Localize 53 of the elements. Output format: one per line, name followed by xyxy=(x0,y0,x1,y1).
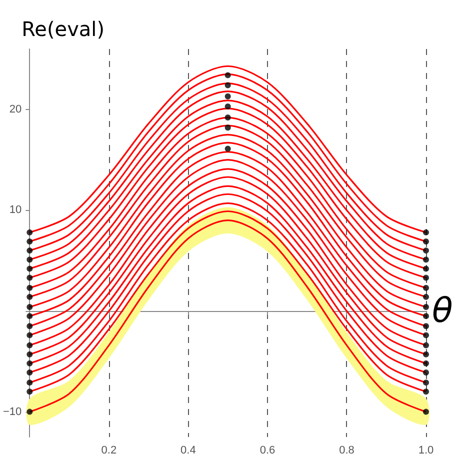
point xyxy=(423,229,429,236)
point xyxy=(423,284,429,291)
point xyxy=(26,274,33,281)
point xyxy=(423,408,429,415)
point xyxy=(224,72,231,78)
point xyxy=(26,408,33,415)
point xyxy=(26,248,33,254)
point xyxy=(26,342,33,348)
point xyxy=(26,388,33,395)
point xyxy=(423,360,429,366)
point xyxy=(26,360,33,366)
point xyxy=(224,124,231,131)
point xyxy=(423,248,429,254)
point xyxy=(423,351,429,358)
point xyxy=(423,388,429,395)
point xyxy=(423,323,429,330)
x-tick-label: 0.6 xyxy=(260,444,276,456)
point xyxy=(26,229,33,236)
x-tick-label: 0.4 xyxy=(180,444,196,456)
point xyxy=(423,304,429,310)
x-tick-label: 0.8 xyxy=(339,444,354,456)
point xyxy=(423,313,429,320)
point xyxy=(26,380,33,386)
point xyxy=(224,146,231,152)
point xyxy=(423,342,429,348)
y-tick-label: 10 xyxy=(9,204,22,216)
point xyxy=(423,274,429,281)
point xyxy=(423,380,429,386)
point xyxy=(224,93,231,100)
point xyxy=(26,370,33,376)
point xyxy=(423,266,429,272)
point xyxy=(423,294,429,300)
point xyxy=(224,114,231,121)
point xyxy=(423,370,429,376)
point xyxy=(26,332,33,338)
point xyxy=(26,238,33,244)
point xyxy=(423,256,429,263)
point xyxy=(224,103,231,110)
x-tick-label: 1.0 xyxy=(418,444,434,456)
y-tick-label: 20 xyxy=(9,103,22,116)
point xyxy=(224,82,231,88)
point xyxy=(26,284,33,291)
point xyxy=(26,266,33,272)
x-axis-title: θ xyxy=(432,291,453,332)
point xyxy=(423,238,429,244)
point xyxy=(26,323,33,330)
y-axis-title: Re(eval) xyxy=(22,17,105,41)
x-tick-label: 0.2 xyxy=(101,444,117,456)
point xyxy=(423,332,429,338)
point xyxy=(26,256,33,263)
point xyxy=(26,294,33,300)
point xyxy=(26,351,33,358)
y-tick-label: −10 xyxy=(2,406,22,418)
